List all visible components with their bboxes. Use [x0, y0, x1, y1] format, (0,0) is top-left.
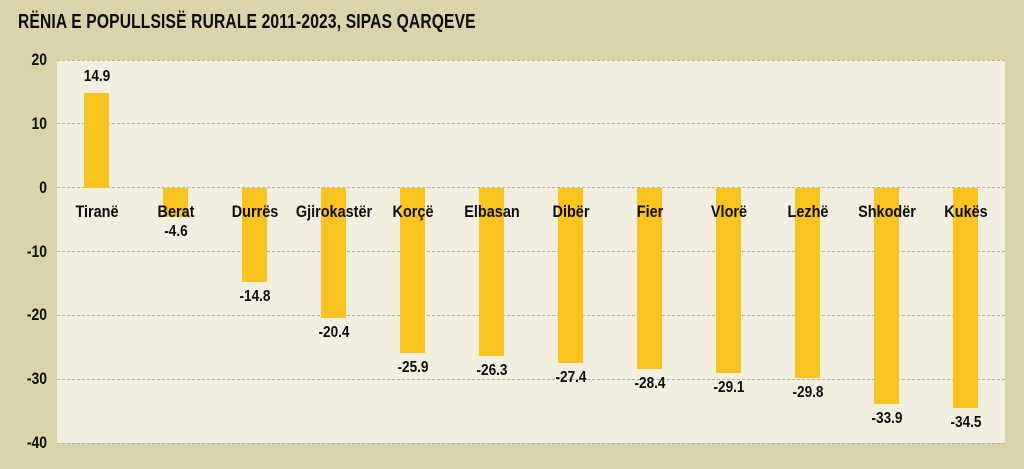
- bar-value-label: -25.9: [397, 358, 428, 376]
- bar: [558, 187, 583, 363]
- bar: [242, 187, 267, 283]
- bar-value-label: -28.4: [634, 374, 665, 392]
- bar-value-label: -4.6: [163, 223, 188, 241]
- y-tick-label: -30: [26, 369, 47, 389]
- bar: [716, 187, 741, 374]
- bar: [400, 187, 425, 353]
- category-label: Shkodër: [857, 201, 916, 221]
- gridline: [57, 251, 1005, 252]
- bar: [163, 187, 188, 218]
- gridline: [57, 187, 1005, 189]
- y-tick-label: -20: [26, 305, 47, 325]
- bar-value-label: -14.8: [239, 288, 270, 306]
- y-tick-label: 10: [31, 113, 47, 133]
- bar-value-label: 14.9: [83, 67, 110, 85]
- bar-value-label: -33.9: [871, 410, 902, 428]
- chart-title: RËNIA E POPULLSISË RURALE 2011-2023, SIP…: [18, 11, 476, 33]
- gridline: [57, 378, 1005, 380]
- category-label: Elbasan: [463, 201, 520, 221]
- bar-value-label: -29.8: [792, 383, 823, 401]
- bar: [84, 92, 109, 188]
- bar-value-label: -29.1: [713, 379, 744, 397]
- y-tick-label: -10: [26, 241, 47, 261]
- gridline: [57, 123, 1005, 125]
- gridline: [57, 442, 1005, 444]
- category-label: Vlorë: [710, 201, 747, 221]
- category-label: Korçë: [392, 201, 433, 221]
- category-label: Durrës: [231, 201, 278, 221]
- category-label: Berat: [157, 201, 194, 221]
- bar: [321, 187, 346, 318]
- bar-value-label: -26.3: [476, 361, 507, 379]
- category-label: Kukës: [943, 201, 988, 221]
- bar: [795, 187, 820, 378]
- bar-value-label: -27.4: [555, 368, 586, 386]
- bar-value-label: -34.5: [950, 413, 981, 431]
- bar: [953, 187, 978, 408]
- gridline: [57, 314, 1005, 316]
- y-tick-label: -40: [26, 433, 47, 452]
- category-label: Tiranë: [74, 201, 119, 221]
- gridline: [57, 59, 1005, 61]
- bar: [874, 187, 899, 405]
- category-label: Lezhë: [787, 201, 828, 221]
- bar: [637, 187, 662, 369]
- y-tick-label: 20: [31, 50, 47, 69]
- category-label: Dibër: [552, 201, 589, 221]
- category-label: Fier: [636, 201, 663, 221]
- bar: [479, 187, 504, 356]
- bar-value-label: -20.4: [318, 323, 349, 341]
- y-tick-label: 0: [39, 177, 47, 197]
- category-label: Gjirokastër: [295, 201, 372, 221]
